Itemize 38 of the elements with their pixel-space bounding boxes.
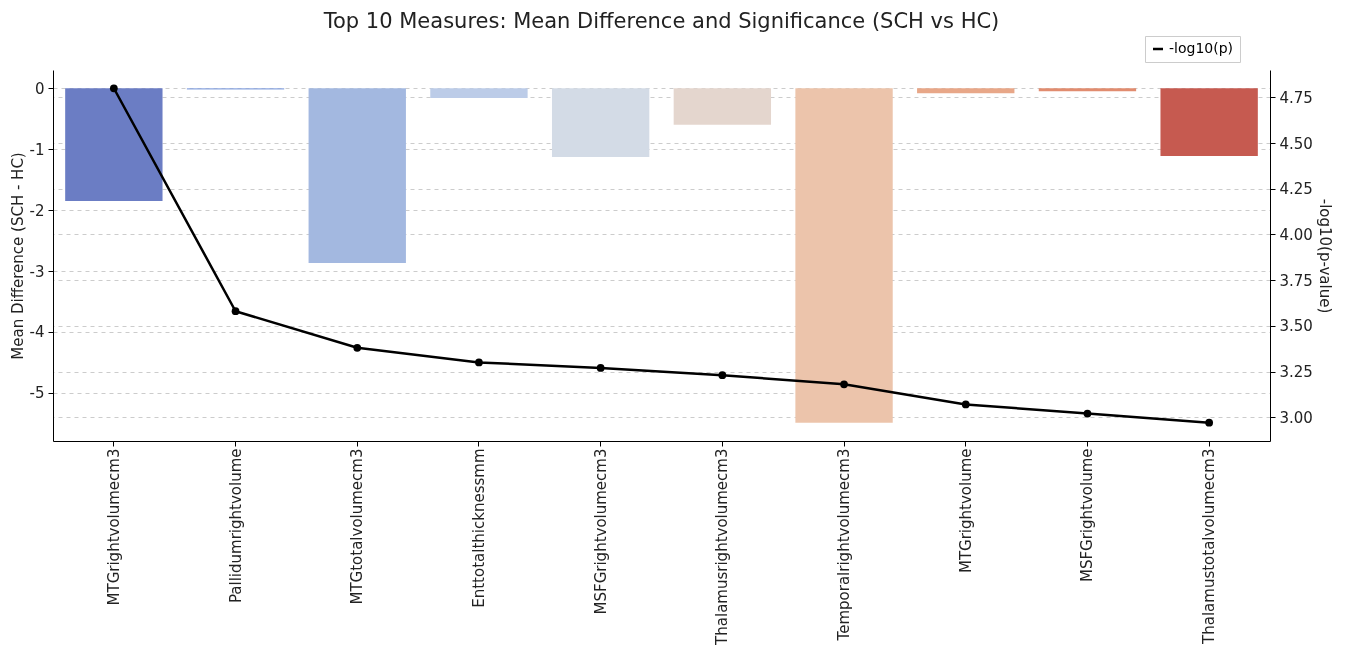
y2-axis-title: -log10(p-value) [1315, 198, 1334, 314]
chart-title: Top 10 Measures: Mean Difference and Significance (SCH vs HC) [322, 8, 1000, 33]
y-tick-label: -2 [29, 201, 45, 220]
y2-tick-label: 4.50 [1279, 134, 1313, 153]
y2-tick-label: 3.00 [1279, 408, 1313, 427]
x-tick-label: Temporalrightvolumecm3 [835, 448, 854, 642]
x-tick-label: Thalamustotalvolumecm3 [1200, 448, 1219, 645]
x-tick-label: Pallidumrightvolume [226, 448, 245, 604]
y2-tick-label: 3.75 [1279, 271, 1313, 290]
x-tick-label: MSFGrightvolume [1078, 448, 1097, 583]
point [231, 307, 240, 316]
y-tick-label: -1 [29, 140, 45, 159]
x-tick-label: MTGrightvolumecm3 [104, 448, 123, 606]
y2-tick-label: 4.25 [1279, 180, 1313, 199]
y-tick-label: -3 [29, 262, 45, 281]
legend-label: -log10(p) [1169, 40, 1234, 56]
y-axis-title: Mean Difference (SCH - HC) [8, 152, 27, 360]
point [475, 358, 483, 367]
y2-tick-label: 3.50 [1279, 317, 1313, 336]
x-tick-label: Enttotalthicknessmm [469, 448, 488, 608]
point [1205, 418, 1214, 427]
x-tick-label: MTGtotalvolumecm3 [348, 448, 367, 605]
point [109, 84, 118, 93]
point [353, 343, 362, 352]
point [596, 364, 605, 372]
y-tick-label: -4 [29, 323, 45, 342]
y2-tick-label: 4.75 [1279, 88, 1313, 107]
y2-tick-label: 4.00 [1279, 225, 1313, 244]
x-tick-label: MSFGrightvolumecm3 [591, 448, 610, 615]
y-tick-label: 0 [34, 79, 45, 98]
point [1083, 409, 1092, 418]
x-tick-label: Thalamusrightvolumecm3 [713, 448, 732, 646]
point [961, 400, 970, 409]
y-tick-label: -5 [29, 384, 45, 403]
y2-tick-label: 3.25 [1279, 363, 1313, 382]
point [718, 371, 727, 380]
point [840, 380, 848, 389]
x-tick-label: MTGrightvolume [956, 448, 975, 574]
